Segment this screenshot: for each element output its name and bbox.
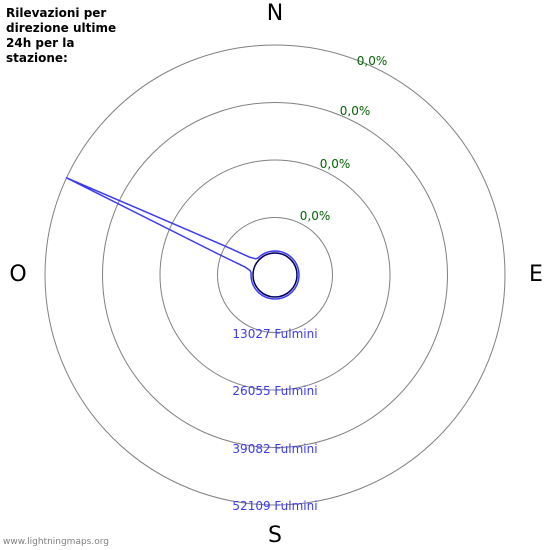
svg-text:O: O (9, 262, 26, 287)
svg-text:N: N (267, 1, 283, 26)
chart-center-hole (253, 253, 297, 297)
page-title: Rilevazioni per direzione ultime 24h per… (6, 6, 136, 66)
svg-text:0,0%: 0,0% (357, 54, 388, 68)
chart-count-labels: 13027 Fulmini 26055 Fulmini 39082 Fulmini 5… (232, 327, 317, 513)
svg-text:E: E (529, 262, 543, 287)
svg-text:39082 Fulmini: 39082 Fulmini (232, 442, 317, 456)
svg-text:0,0%: 0,0% (340, 104, 371, 118)
polar-chart: 0,0% 0,0% 0,0% 0,0% 13027 Fulmini 26055 Fulm… (0, 0, 550, 550)
svg-text:26055 Fulmini: 26055 Fulmini (232, 384, 317, 398)
chart-pct-labels: 0,0% 0,0% 0,0% 0,0% (300, 54, 388, 223)
svg-text:0,0%: 0,0% (300, 209, 331, 223)
svg-text:0,0%: 0,0% (320, 157, 351, 171)
svg-text:13027 Fulmini: 13027 Fulmini (232, 327, 317, 341)
svg-text:S: S (268, 523, 282, 548)
credit-footer: www.lightningmaps.org (3, 537, 109, 547)
svg-text:52109 Fulmini: 52109 Fulmini (232, 499, 317, 513)
